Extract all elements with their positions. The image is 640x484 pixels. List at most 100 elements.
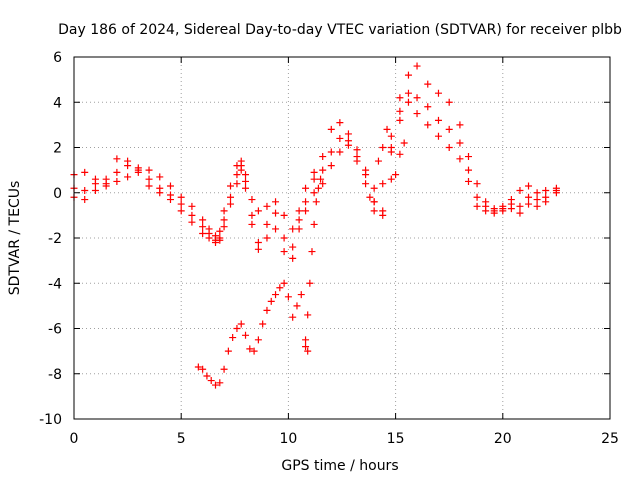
data-point: [248, 211, 256, 219]
data-point: [424, 103, 432, 111]
data-point: [387, 175, 395, 183]
y-tick-label: -10: [39, 412, 62, 428]
data-point: [242, 171, 250, 179]
data-point: [248, 220, 256, 228]
data-point: [212, 381, 220, 389]
data-point: [344, 137, 352, 145]
data-point: [542, 186, 550, 194]
data-point: [91, 180, 99, 188]
data-point: [456, 139, 464, 147]
data-point: [113, 177, 121, 185]
data-point: [336, 119, 344, 127]
data-point: [272, 225, 280, 233]
data-point: [516, 209, 524, 217]
data-point: [205, 234, 213, 242]
data-point: [254, 239, 262, 247]
data-point: [199, 223, 207, 231]
data-point: [216, 227, 224, 235]
data-point: [295, 207, 303, 215]
y-tick-label: 6: [53, 50, 62, 66]
x-tick-label: 10: [279, 431, 297, 447]
data-point: [250, 347, 258, 355]
data-point: [533, 202, 541, 210]
data-point: [464, 177, 472, 185]
data-point: [445, 125, 453, 133]
data-point: [237, 320, 245, 328]
data-point: [166, 182, 174, 190]
y-tick-label: 4: [53, 95, 62, 111]
data-point: [216, 379, 224, 387]
data-point: [464, 153, 472, 161]
y-tick-label: 0: [53, 186, 62, 202]
data-point: [319, 180, 327, 188]
data-point: [302, 343, 310, 351]
x-tick-label: 5: [177, 431, 186, 447]
data-point: [464, 166, 472, 174]
data-point: [383, 125, 391, 133]
data-point: [272, 291, 280, 299]
data-point: [327, 162, 335, 170]
data-point: [379, 144, 387, 151]
data-point: [145, 166, 153, 174]
data-point: [370, 184, 378, 192]
data-point: [242, 331, 250, 339]
chart-title: Day 186 of 2024, Sidereal Day-to-day VTE…: [58, 22, 622, 38]
x-tick-label: 25: [601, 431, 619, 447]
data-point: [362, 180, 370, 188]
data-point: [113, 168, 121, 176]
data-point: [319, 166, 327, 174]
data-point: [156, 173, 164, 181]
data-point: [302, 198, 310, 206]
data-point: [263, 220, 271, 228]
data-point: [289, 225, 297, 233]
data-point: [289, 243, 297, 251]
data-point: [327, 125, 335, 133]
series-track-c: [70, 98, 560, 262]
y-tick-label: -8: [48, 367, 62, 383]
data-point: [280, 234, 288, 242]
data-point: [310, 220, 318, 228]
data-point: [145, 175, 153, 183]
data-point: [362, 166, 370, 174]
data-point: [434, 89, 442, 97]
data-point: [314, 184, 322, 192]
data-point: [336, 148, 344, 156]
data-point: [310, 175, 318, 183]
data-point: [490, 209, 498, 217]
data-point: [392, 171, 400, 179]
data-point: [304, 347, 312, 355]
data-point: [224, 347, 232, 355]
data-point: [276, 284, 284, 292]
data-point: [124, 157, 132, 165]
data-point: [413, 94, 421, 102]
data-point: [229, 334, 237, 342]
y-tick-label: -6: [48, 322, 62, 338]
data-point: [220, 216, 228, 224]
data-point: [404, 98, 412, 106]
plot-frame: [73, 56, 611, 420]
data-point: [284, 293, 292, 301]
series-track-low: [194, 279, 312, 389]
data-point: [280, 211, 288, 219]
data-point: [308, 248, 316, 256]
data-point: [370, 198, 378, 206]
data-point: [254, 336, 262, 344]
y-tick-label: -4: [48, 276, 62, 292]
y-tick-label: -2: [48, 231, 62, 247]
data-point: [396, 94, 404, 102]
data-point: [434, 132, 442, 140]
data-point: [312, 198, 320, 206]
data-point: [254, 245, 262, 253]
data-point: [227, 182, 235, 190]
data-point: [533, 189, 541, 197]
data-point: [194, 363, 202, 371]
data-point: [542, 198, 550, 206]
data-point: [207, 377, 215, 385]
data-point: [295, 225, 303, 233]
data-point: [302, 207, 310, 215]
data-point: [199, 365, 207, 373]
data-point: [177, 207, 185, 215]
data-point: [473, 202, 481, 210]
